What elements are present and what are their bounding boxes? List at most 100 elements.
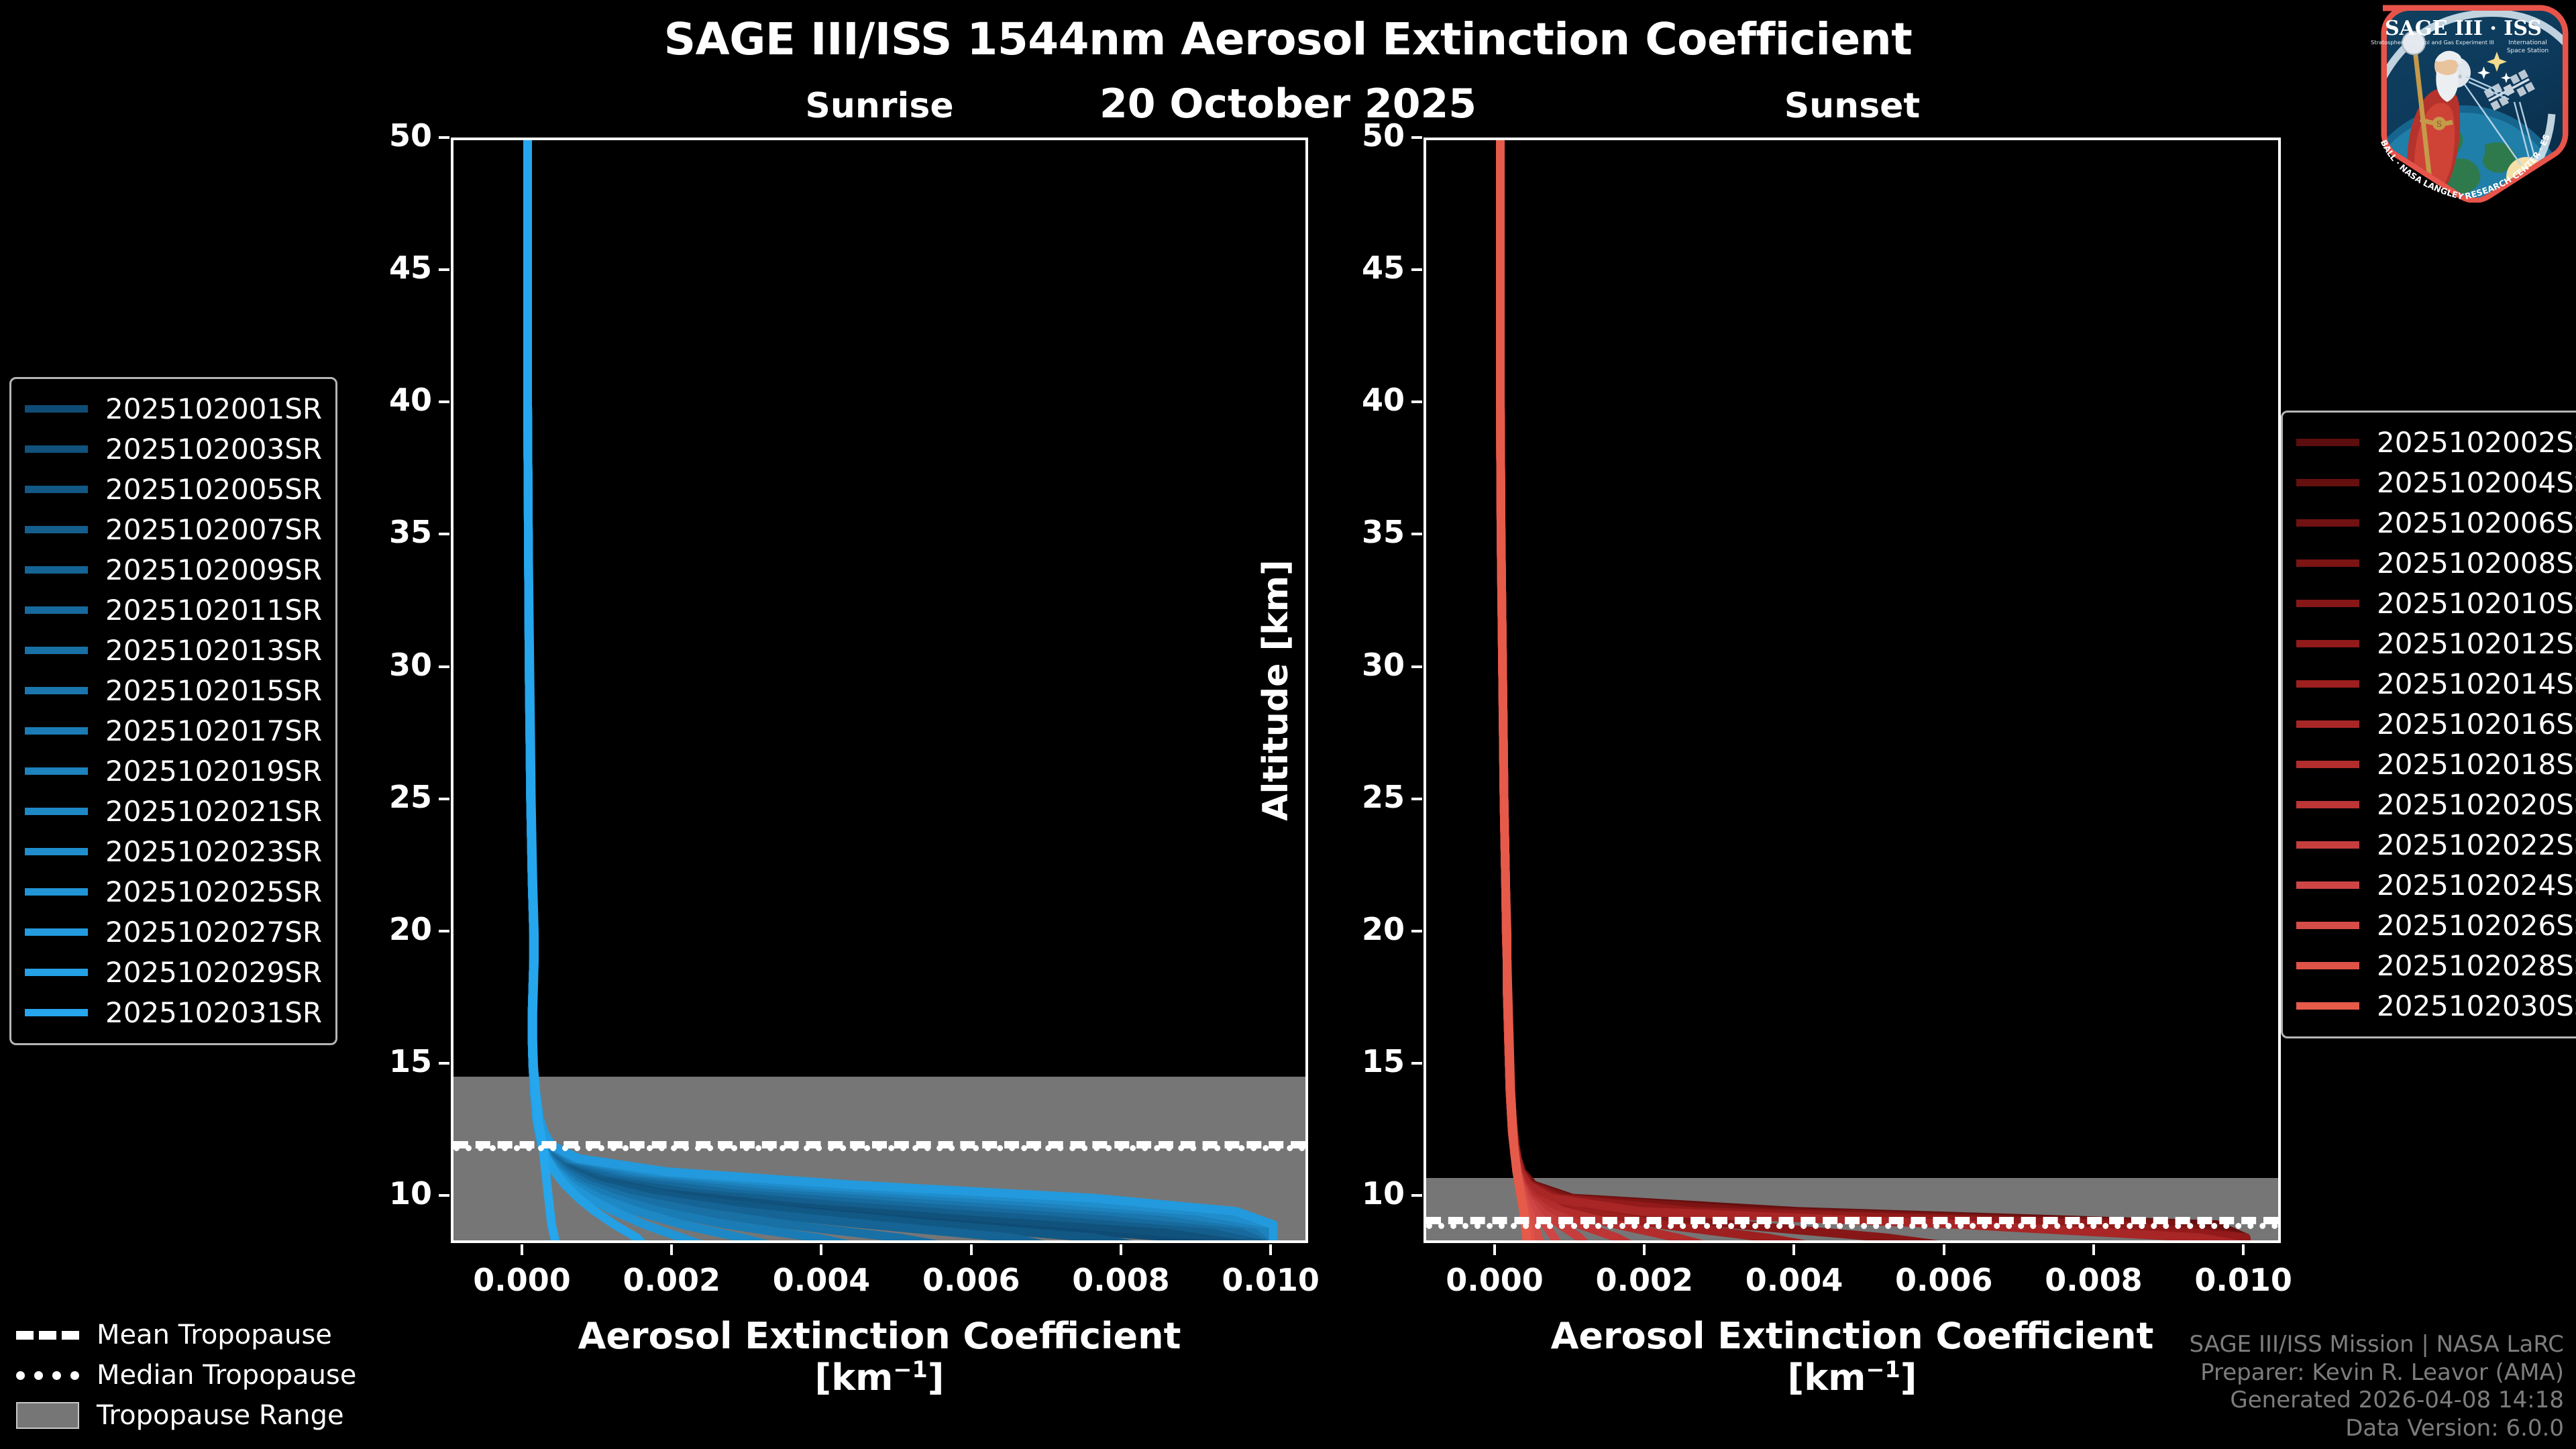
sunrise-legend-item[interactable]: 2025102007SR [25,509,322,549]
sunset-legend-color-swatch [2296,961,2359,969]
patch-subtitle-right-2: Space Station [2507,48,2548,54]
sunset-legend-item[interactable]: 2025102030SS [2296,985,2576,1026]
sunrise-legend-item[interactable]: 2025102001SR [25,388,322,429]
credit-line: SAGE III/ISS Mission | NASA LaRC [2189,1331,2564,1358]
sunrise-legend-color-swatch [25,767,88,775]
sunset-legend-color-swatch [2296,1002,2359,1010]
sunset-y-tick-label: 25 [1361,778,1405,815]
profile-line [1496,140,2251,1240]
sunset-legend-label: 2025102016SS [2377,707,2576,741]
sunrise-legend-label: 2025102007SR [105,513,323,546]
sunrise-panel-title: Sunrise [805,86,954,126]
profile-line [523,140,1278,1240]
sunrise-legend-item[interactable]: 2025102009SR [25,549,322,590]
sunset-y-tick-label: 30 [1361,646,1405,683]
sunset-legend-item[interactable]: 2025102002SS [2296,422,2576,462]
sunset-legend-item[interactable]: 2025102008SS [2296,543,2576,583]
sunrise-legend-item[interactable]: 2025102031SR [25,992,322,1032]
sunset-legend-color-swatch [2296,720,2359,728]
sunset-legend-item[interactable]: 2025102018SS [2296,744,2576,784]
sunset-legend-item[interactable]: 2025102006SS [2296,502,2576,543]
sunset-legend-item[interactable]: 2025102024SS [2296,865,2576,905]
sunset-legend-item[interactable]: 2025102012SS [2296,623,2576,663]
sunrise-legend-item[interactable]: 2025102005SR [25,469,322,509]
sunrise-legend-color-swatch [25,445,88,453]
sunrise-y-tick-mark [439,1194,449,1197]
sunrise-legend-label: 2025102017SR [105,714,323,747]
sunset-legend-color-swatch [2296,519,2359,527]
sunrise-legend-item[interactable]: 2025102029SR [25,952,322,992]
sunset-mean-tropopause-line [1426,1216,2278,1224]
sunrise-legend-color-swatch [25,606,88,614]
sunset-y-tick-mark [1411,400,1422,404]
sunrise-legend-label: 2025102001SR [105,392,323,425]
sunrise-y-tick-label: 30 [388,646,432,683]
sunrise-legend-item[interactable]: 2025102019SR [25,751,322,791]
sunrise-x-tick-mark [1119,1244,1122,1255]
profile-line [523,140,939,1240]
profile-line [523,140,1230,1240]
sunrise-y-tick-label: 45 [388,250,432,286]
sunset-legend-label: 2025102024SS [2377,868,2576,902]
sunset-legend[interactable]: 2025102002SS 2025102004SS 2025102006SS 2025… [2281,411,2576,1038]
tropopause-legend-dashed-swatch [16,1330,79,1340]
sunrise-median-tropopause-line [453,1145,1305,1152]
sunset-x-tick-label: 0.002 [1595,1262,1694,1298]
credit-line: Preparer: Kevin R. Leavor (AMA) [2200,1358,2564,1386]
tropopause-legend-item: Tropopause Range [16,1395,356,1436]
profile-line [523,140,1273,1240]
sunset-x-tick-mark [1942,1244,1945,1255]
profile-line [1496,140,1631,1240]
sunset-legend-item[interactable]: 2025102028SS [2296,945,2576,985]
sunset-legend-label: 2025102020SS [2377,788,2576,821]
sunset-legend-color-swatch [2296,680,2359,688]
sunrise-y-tick-mark [439,400,449,404]
sunset-legend-item[interactable]: 2025102022SS [2296,824,2576,865]
sunrise-x-tick-mark [1269,1244,1273,1255]
sunrise-legend-color-swatch [25,646,88,654]
sunrise-legend-color-swatch [25,888,88,896]
sunrise-legend-item[interactable]: 2025102011SR [25,590,322,630]
sunset-legend-item[interactable]: 2025102020SS [2296,784,2576,824]
sunset-x-tick-label: 0.006 [1894,1262,1993,1298]
sunset-legend-item[interactable]: 2025102010SS [2296,583,2576,623]
sunset-legend-label: 2025102012SS [2377,627,2576,660]
sunset-panel-title: Sunset [1784,86,1921,126]
profile-line [523,140,1278,1240]
profile-line [523,140,560,1240]
sunrise-legend-item[interactable]: 2025102023SR [25,831,322,871]
sunset-legend-item[interactable]: 2025102014SS [2296,663,2576,704]
sunrise-legend-item[interactable]: 2025102015SR [25,670,322,710]
sunrise-legend-item[interactable]: 2025102003SR [25,429,322,469]
sunset-y-tick-label: 10 [1361,1175,1405,1212]
sunrise-legend-item[interactable]: 2025102027SR [25,912,322,952]
sunset-median-tropopause-line [1426,1223,2278,1230]
sunrise-y-tick-label: 40 [388,382,432,419]
sunset-legend-item[interactable]: 2025102026SS [2296,905,2576,945]
sunrise-x-axis-label: Aerosol Extinction Coefficient [km−1] [451,1315,1308,1399]
sunrise-legend-item[interactable]: 2025102017SR [25,710,322,751]
sunset-x-tick-mark [1643,1244,1646,1255]
profile-line [523,140,769,1240]
sunset-x-tick-mark [1792,1244,1796,1255]
profile-line [523,140,1278,1240]
sunset-legend-label: 2025102028SS [2377,949,2576,982]
sunrise-legend-item[interactable]: 2025102013SR [25,630,322,670]
sunset-legend-item[interactable]: 2025102004SS [2296,462,2576,502]
sunset-legend-color-swatch [2296,639,2359,647]
sunrise-x-tick-mark [969,1244,973,1255]
x-axis-label-text: Aerosol Extinction Coefficient [1550,1315,2154,1357]
sunset-y-tick-label: 20 [1361,910,1405,947]
sunrise-legend[interactable]: 2025102001SR 2025102003SR 2025102005SR 2025… [9,377,338,1045]
sunrise-legend-item[interactable]: 2025102025SR [25,871,322,912]
sunrise-legend-item[interactable]: 2025102021SR [25,791,322,831]
sunset-legend-label: 2025102010SS [2377,586,2576,620]
sunset-x-tick-label: 0.010 [2194,1262,2292,1298]
sunrise-x-tick-mark [820,1244,823,1255]
sunset-legend-label: 2025102026SS [2377,908,2576,942]
sunrise-x-tick-label: 0.006 [922,1262,1020,1298]
sunrise-legend-color-swatch [25,1008,88,1016]
sunrise-y-tick-mark [439,797,449,800]
sunset-legend-item[interactable]: 2025102016SS [2296,704,2576,744]
tropopause-legend-label: Tropopause Range [97,1400,344,1431]
